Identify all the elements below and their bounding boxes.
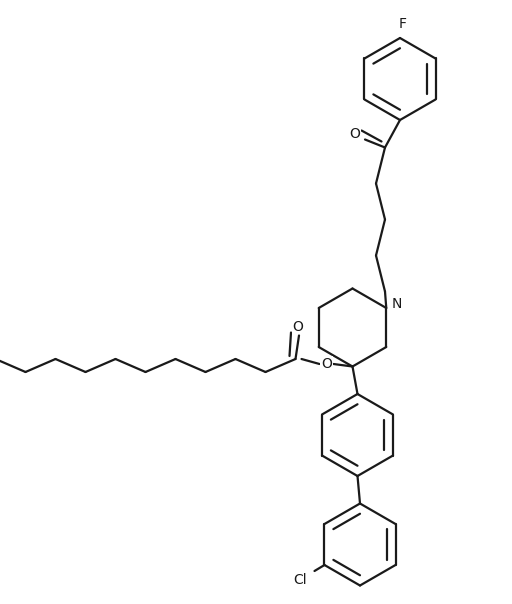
Text: Cl: Cl (294, 573, 307, 587)
Text: O: O (321, 357, 332, 371)
Text: F: F (398, 17, 407, 31)
Text: N: N (392, 297, 402, 311)
Text: O: O (292, 320, 304, 333)
Text: O: O (350, 127, 360, 141)
